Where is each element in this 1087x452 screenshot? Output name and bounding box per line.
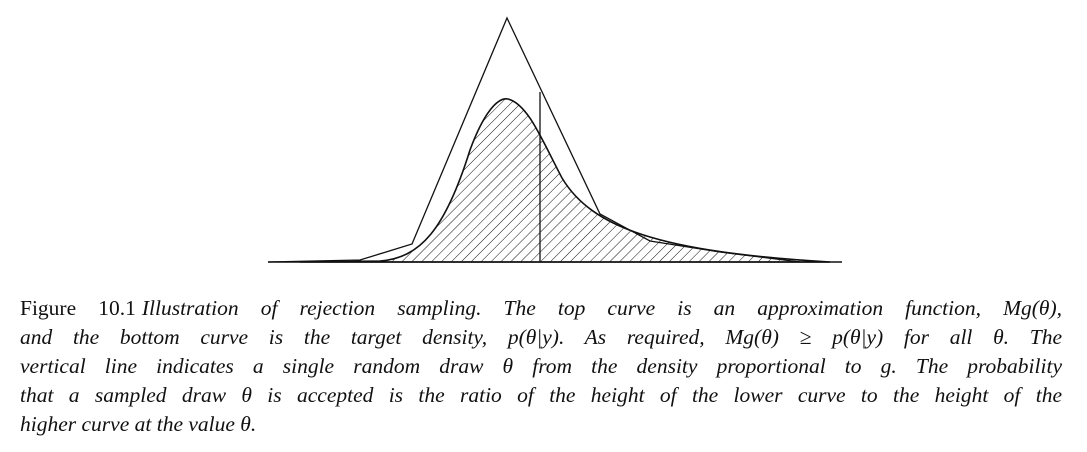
- figure-drawing: [267, 16, 842, 263]
- caption-line: vertical line indicates a single random …: [20, 354, 1062, 378]
- caption-line: Figure 10.1 Illustration of rejection sam…: [20, 294, 1062, 323]
- target-density: [299, 98, 831, 263]
- figure-caption: Figure 10.1 Illustration of rejection sam…: [20, 294, 1062, 439]
- caption-text: Illustration of rejection sampling. The …: [141, 296, 1063, 320]
- approximation-curve: [267, 16, 801, 263]
- caption-line: and the bottom curve is the target densi…: [20, 325, 1062, 349]
- caption-line: that a sampled draw θ is accepted is the…: [20, 383, 1062, 407]
- figure-label: Figure 10.1: [20, 296, 136, 320]
- caption-line: higher curve at the value θ.: [20, 412, 257, 436]
